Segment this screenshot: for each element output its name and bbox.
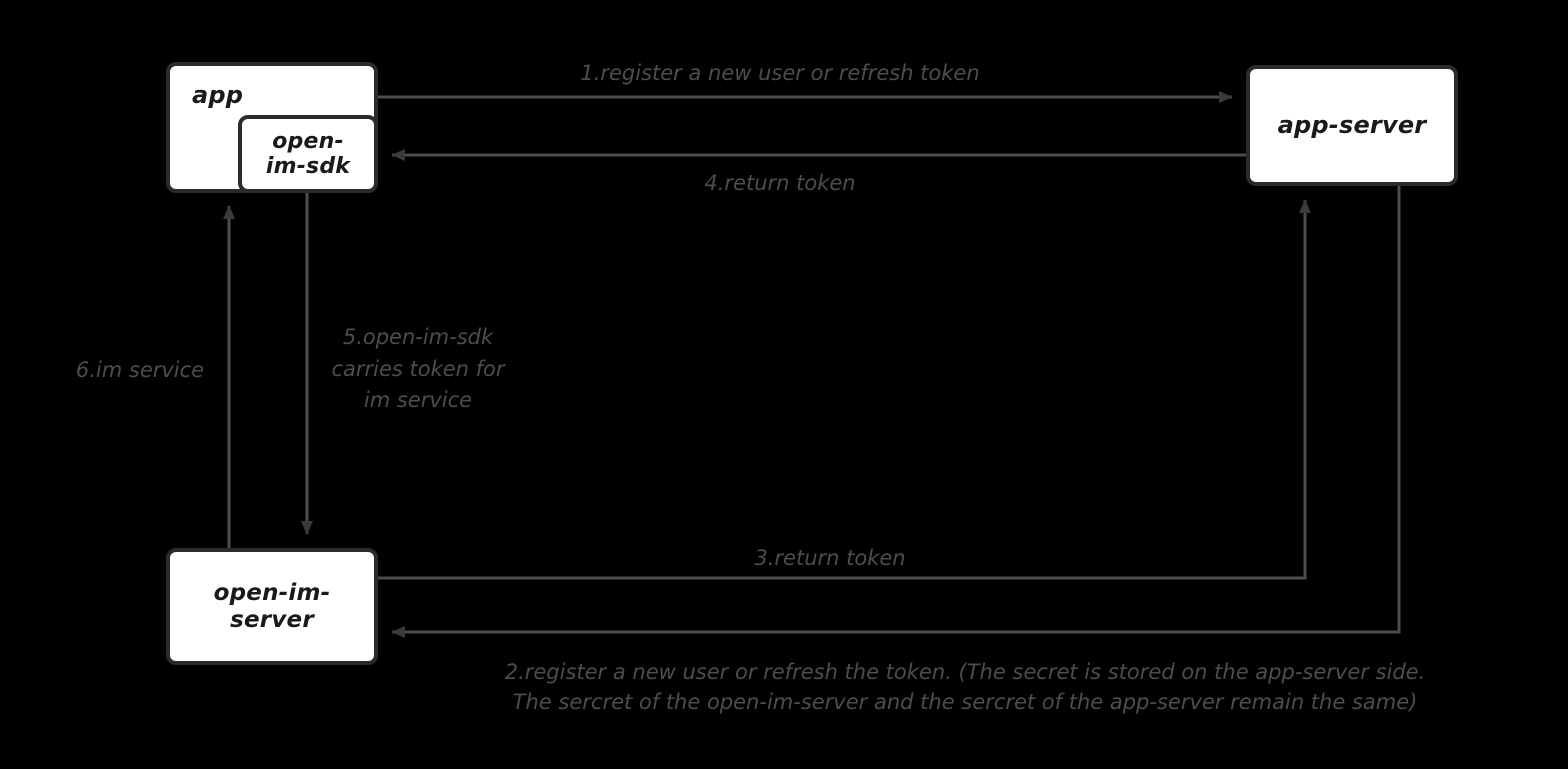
edge-3-return-token: [378, 199, 1311, 580]
node-app-server-label: app-server: [1277, 110, 1427, 139]
node-open-im-sdk[interactable]: open- im-sdk: [238, 115, 378, 193]
node-app-server[interactable]: app-server: [1246, 65, 1458, 186]
edge-label-6: 6.im service: [75, 358, 205, 382]
edge-2-register-or-refresh-token: [391, 186, 1401, 638]
edge-label-4: 4.return token: [704, 171, 856, 195]
edge-label-1: 1.register a new user or refresh token: [580, 61, 980, 85]
node-open-im-sdk-label: open- im-sdk: [265, 128, 351, 179]
node-open-im-server-label: open-im- server: [213, 580, 331, 633]
node-open-im-server[interactable]: open-im- server: [166, 548, 378, 665]
edge-label-5: 5.open-im-sdk carries token for im servi…: [331, 325, 505, 412]
edge-label-2: 2.register a new user or refresh the tok…: [504, 660, 1426, 715]
edge-label-3: 3.return token: [754, 546, 906, 570]
node-app-label: app: [192, 81, 244, 109]
